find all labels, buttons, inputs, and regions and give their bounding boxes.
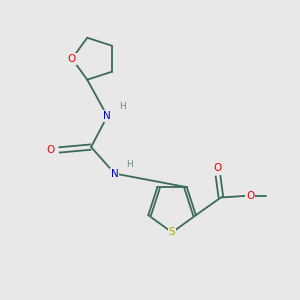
Text: O: O [68, 54, 76, 64]
Text: S: S [169, 227, 175, 237]
Text: N: N [103, 111, 111, 121]
Text: H: H [119, 102, 126, 111]
Text: O: O [246, 191, 254, 201]
Text: O: O [214, 163, 222, 173]
Text: H: H [127, 160, 134, 169]
Text: N: N [111, 169, 119, 178]
Text: O: O [46, 145, 55, 155]
